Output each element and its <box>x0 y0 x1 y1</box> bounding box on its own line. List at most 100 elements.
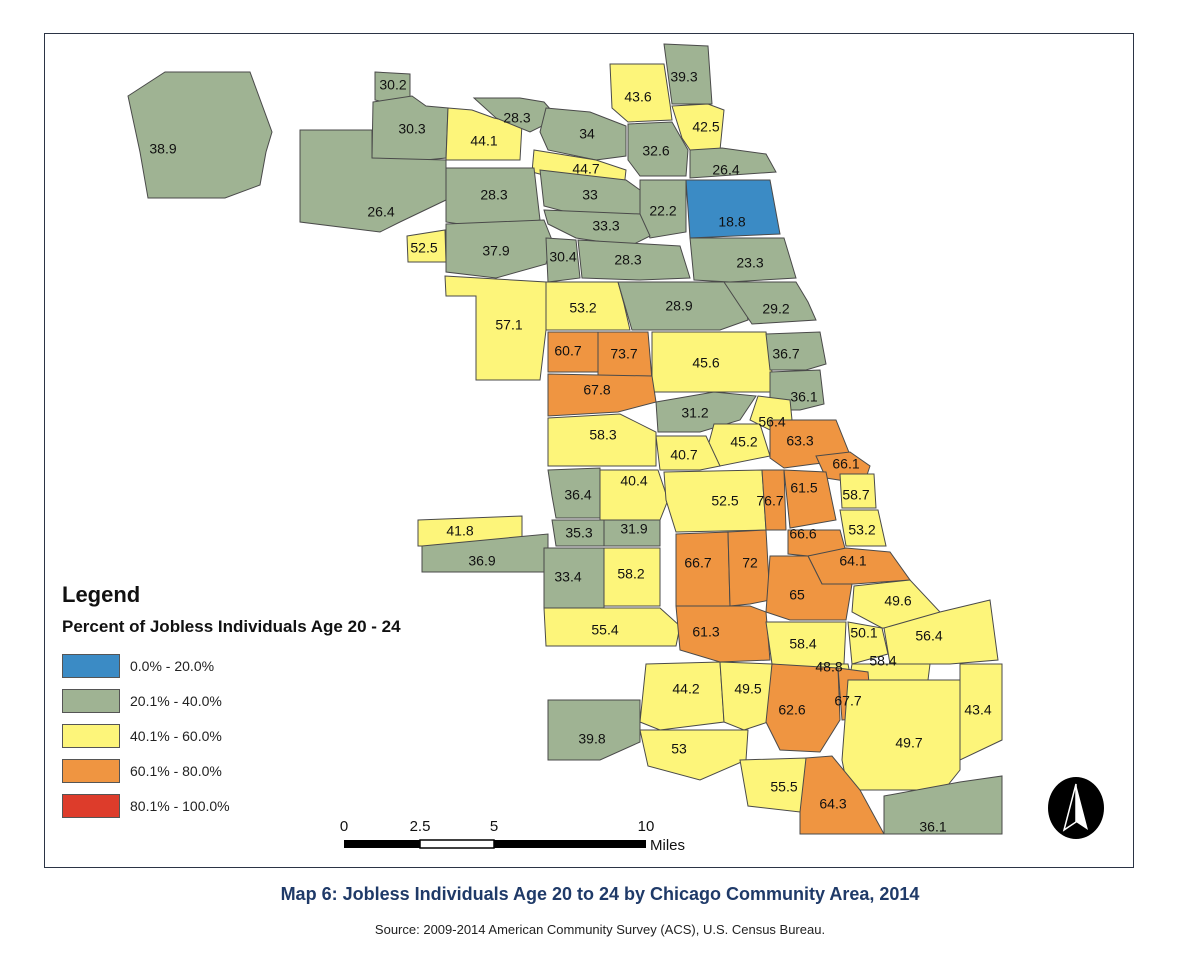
area-value-label: 28.3 <box>480 187 507 203</box>
legend-swatch <box>62 653 120 678</box>
community-area <box>545 237 581 283</box>
area-value-label: 61.3 <box>692 624 719 640</box>
community-area <box>603 547 661 607</box>
area-value-label: 31.9 <box>620 521 647 537</box>
community-area <box>639 729 749 781</box>
legend-subtitle: Percent of Jobless Individuals Age 20 - … <box>62 617 401 636</box>
area-value-label: 49.5 <box>734 681 761 697</box>
area-value-label: 28.3 <box>503 110 530 126</box>
community-area <box>655 391 757 433</box>
area-value-label: 72 <box>742 555 758 571</box>
community-area <box>783 469 837 529</box>
area-value-label: 31.2 <box>681 405 708 421</box>
legend-item: 20.1% - 40.0% <box>62 683 422 718</box>
area-value-label: 50.1 <box>850 625 877 641</box>
area-value-label: 18.8 <box>718 214 745 230</box>
legend-label: 40.1% - 60.0% <box>130 727 222 744</box>
area-value-label: 67.7 <box>834 693 861 709</box>
area-value-label: 43.6 <box>624 89 651 105</box>
community-area <box>639 661 725 731</box>
area-value-label: 22.2 <box>649 203 676 219</box>
area-value-label: 58.2 <box>617 566 644 582</box>
legend-item: 0.0% - 20.0% <box>62 648 422 683</box>
scale-bar: 0 2.5 5 10 Miles <box>340 818 685 854</box>
area-value-label: 64.3 <box>819 796 846 812</box>
community-area <box>547 699 641 761</box>
community-area <box>663 469 767 533</box>
community-area <box>689 147 777 179</box>
community-area <box>577 239 691 281</box>
legend-label: 80.1% - 100.0% <box>130 797 230 814</box>
area-value-label: 44.2 <box>672 681 699 697</box>
area-value-label: 67.8 <box>583 382 610 398</box>
area-value-label: 49.7 <box>895 735 922 751</box>
legend-label: 60.1% - 80.0% <box>130 762 222 779</box>
community-area <box>675 605 771 663</box>
area-value-label: 41.8 <box>446 523 473 539</box>
area-value-label: 33 <box>582 187 598 203</box>
community-area <box>539 107 627 161</box>
community-area <box>599 469 669 521</box>
area-value-label: 45.2 <box>730 434 757 450</box>
area-value-label: 56.4 <box>758 414 785 430</box>
area-value-label: 42.5 <box>692 119 719 135</box>
map-legend: Legend Percent of Jobless Individuals Ag… <box>62 582 422 823</box>
area-value-label: 73.7 <box>610 346 637 362</box>
area-value-label: 57.1 <box>495 317 522 333</box>
area-value-label: 33.4 <box>554 569 581 585</box>
community-area <box>547 467 601 519</box>
area-value-label: 44.1 <box>470 133 497 149</box>
area-value-label: 23.3 <box>736 255 763 271</box>
area-value-label: 52.5 <box>410 240 437 256</box>
legend-item: 80.1% - 100.0% <box>62 788 422 823</box>
scale-tick-label: 5 <box>490 818 498 835</box>
scale-unit-label: Miles <box>650 837 685 854</box>
area-value-label: 63.3 <box>786 433 813 449</box>
area-value-label: 62.6 <box>778 702 805 718</box>
legend-item: 60.1% - 80.0% <box>62 753 422 788</box>
area-value-label: 40.7 <box>670 447 697 463</box>
area-value-label: 36.1 <box>919 819 946 835</box>
area-value-label: 35.3 <box>565 525 592 541</box>
area-value-label: 66.6 <box>789 526 816 542</box>
legend-item: 40.1% - 60.0% <box>62 718 422 753</box>
area-value-label: 36.4 <box>564 487 591 503</box>
area-value-label: 30.3 <box>398 121 425 137</box>
community-area <box>603 519 661 547</box>
area-value-label: 66.7 <box>684 555 711 571</box>
community-areas <box>127 43 1003 835</box>
community-area <box>685 179 781 239</box>
community-area <box>723 281 817 325</box>
community-area <box>655 435 721 471</box>
north-arrow-icon <box>1048 777 1104 839</box>
area-value-label: 55.4 <box>591 622 618 638</box>
legend-swatch <box>62 793 120 818</box>
area-value-label: 36.1 <box>790 389 817 405</box>
scale-tick-label: 2.5 <box>410 818 431 835</box>
area-value-label: 29.2 <box>762 301 789 317</box>
scale-tick-label: 10 <box>638 818 655 835</box>
area-value-label: 55.5 <box>770 779 797 795</box>
scale-segment <box>419 839 495 849</box>
community-area <box>883 775 1003 835</box>
area-value-label: 38.9 <box>149 141 176 157</box>
map-frame <box>44 33 1134 868</box>
area-value-label: 37.9 <box>482 243 509 259</box>
area-value-label: 26.4 <box>367 204 394 220</box>
area-value-label: 64.1 <box>839 553 866 569</box>
scale-segment <box>344 840 420 848</box>
area-value-label: 58.3 <box>589 427 616 443</box>
area-value-label: 58.7 <box>842 487 869 503</box>
community-area <box>127 71 273 199</box>
legend-label: 0.0% - 20.0% <box>130 657 215 674</box>
area-value-label: 61.5 <box>790 480 817 496</box>
area-value-label: 65 <box>789 587 805 603</box>
area-value-label: 53.2 <box>569 300 596 316</box>
community-area <box>543 607 681 647</box>
area-value-label: 28.9 <box>665 298 692 314</box>
area-value-label: 30.2 <box>379 77 406 93</box>
area-value-label: 39.8 <box>578 731 605 747</box>
map-source: Source: 2009-2014 American Community Sur… <box>374 922 826 937</box>
community-area <box>761 469 787 531</box>
